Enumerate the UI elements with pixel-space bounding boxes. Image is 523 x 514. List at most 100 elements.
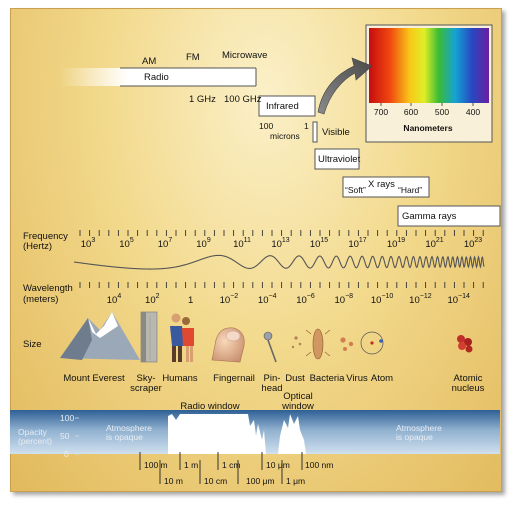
- opacity-100-label: 100: [60, 413, 75, 423]
- scale-100nm: 100 nm: [305, 460, 334, 470]
- visible-spectrum: [369, 28, 489, 103]
- atmosphere-right-label-1: Atmosphere: [396, 423, 442, 433]
- atmosphere-right-label-2: is opaque: [396, 432, 433, 442]
- radio-band: [60, 68, 256, 86]
- am-label: AM: [142, 56, 157, 67]
- frequency-tick-label: 1017: [348, 237, 367, 250]
- wavelength-tick-label: 10−10: [370, 293, 394, 306]
- atmosphere-left-label-2: is opaque: [106, 432, 143, 442]
- nanometers-label: Nanometers: [403, 123, 453, 133]
- wavelength-tick-label: 10−8: [334, 293, 354, 306]
- bacteria-icon: [305, 328, 331, 360]
- optical-window-label-1: Optical: [283, 391, 313, 402]
- size-item-label: Atom: [370, 373, 394, 384]
- wavelength-ticks: [79, 282, 484, 288]
- ghz1-label: 1 GHz: [189, 94, 216, 105]
- scale-10m: 10 m: [164, 476, 183, 486]
- size-label: Size: [23, 339, 42, 350]
- scale-1m: 1 m: [184, 460, 199, 470]
- spectrum-ticks: [380, 103, 474, 106]
- opacity-label: Opacity: [18, 427, 47, 437]
- opacity-axis-ticks: [75, 417, 79, 455]
- size-item-label: Virus: [346, 373, 368, 384]
- dust-icon: [291, 336, 302, 349]
- scale-1um: 1 μm: [286, 476, 306, 486]
- frequency-label: Frequency: [23, 231, 68, 242]
- microns100-label: 100: [259, 121, 274, 131]
- radio-label: Radio: [144, 72, 169, 83]
- ghz100-label: 100 GHz: [224, 94, 262, 105]
- virus-icon: [340, 337, 354, 351]
- spectrum-tick-600: 600: [403, 107, 419, 117]
- atom-icon: [360, 331, 384, 355]
- size-item-label: Pin- head: [261, 373, 283, 394]
- spectrum-tick-500: 500: [434, 107, 450, 117]
- wavelength-unit-label: (meters): [23, 294, 59, 305]
- gamma-label: Gamma rays: [402, 211, 457, 222]
- xrays-label: X rays: [368, 179, 395, 190]
- frequency-tick-label: 1011: [233, 237, 251, 250]
- ultraviolet-label: Ultraviolet: [318, 154, 361, 165]
- xrays-band: [342, 176, 430, 198]
- spectrum-tick-700: 700: [373, 107, 389, 117]
- skyscraper-icon: [140, 311, 158, 363]
- arrow-to-spectrum: [317, 57, 373, 115]
- frequency-tick-label: 1021: [425, 237, 444, 250]
- size-item-label: Fingernail: [213, 373, 255, 384]
- atmosphere-left-label-1: Atmosphere: [106, 423, 152, 433]
- microwave-label: Microwave: [222, 50, 268, 61]
- infrared-band: [258, 95, 316, 117]
- size-item-label: Sky- scraper: [130, 373, 162, 394]
- scale-100um: 100 μm: [246, 476, 275, 486]
- microns-label: microns: [270, 131, 300, 141]
- ultraviolet-band: [314, 148, 360, 170]
- scale-ruler: [139, 452, 303, 484]
- frequency-tick-label: 103: [80, 237, 96, 250]
- fm-label: FM: [186, 52, 200, 63]
- size-item-label: Bacteria: [309, 373, 345, 384]
- optical-window: [278, 414, 306, 454]
- wavelength-tick-label: 10−4: [257, 293, 277, 306]
- wavelength-tick-label: 104: [106, 293, 122, 306]
- wavelength-tick-label: 1: [187, 295, 194, 306]
- frequency-tick-label: 1019: [386, 237, 406, 250]
- micron1-label: 1: [304, 121, 309, 131]
- wavelength-tick-label: 10−2: [219, 293, 239, 306]
- frequency-tick-label: 107: [157, 237, 173, 250]
- wavelength-tick-label: 10−12: [409, 293, 432, 306]
- humans-icon: [170, 313, 194, 362]
- radio-window: [168, 414, 266, 454]
- opacity-unit-label: (percent): [18, 436, 53, 446]
- frequency-ticks: [79, 230, 484, 236]
- size-item-label: Atomic nucleus: [451, 373, 485, 394]
- infrared-label: Infrared: [266, 101, 299, 112]
- soft-label: “Soft”: [345, 185, 366, 195]
- frequency-unit-label: (Hertz): [23, 241, 53, 252]
- size-item-label: Dust: [285, 373, 305, 384]
- wavelength-tick-label: 10−6: [296, 293, 315, 306]
- frequency-tick-label: 1013: [271, 237, 290, 250]
- optical-window-label-2: window: [282, 401, 314, 412]
- scale-10um: 10 μm: [266, 460, 290, 470]
- frequency-tick-label: 1023: [463, 237, 483, 250]
- atomic-nucleus-icon: [457, 335, 473, 353]
- frequency-tick-label: 109: [196, 237, 211, 250]
- size-item-label: Mount Everest: [63, 373, 125, 384]
- hard-label: “Hard”: [398, 185, 423, 195]
- opacity-0-label: 0: [64, 449, 69, 459]
- scale-1cm: 1 cm: [222, 460, 241, 470]
- mount-everest-icon: [60, 312, 140, 360]
- wavelength-label: Wavelength: [23, 283, 73, 294]
- frequency-tick-label: 105: [119, 237, 134, 250]
- wavelength-tick-label: 10−14: [447, 293, 470, 306]
- frequency-tick-label: 1015: [309, 237, 329, 250]
- spectrum-tick-400: 400: [465, 107, 481, 117]
- visible-band: [312, 121, 318, 143]
- opacity-50-label: 50: [60, 431, 70, 441]
- wavelength-tick-label: 102: [145, 293, 160, 306]
- pinhead-icon: [263, 331, 277, 363]
- gamma-band: [397, 205, 501, 227]
- scale-10cm: 10 cm: [204, 476, 228, 486]
- wave-line: [73, 254, 485, 270]
